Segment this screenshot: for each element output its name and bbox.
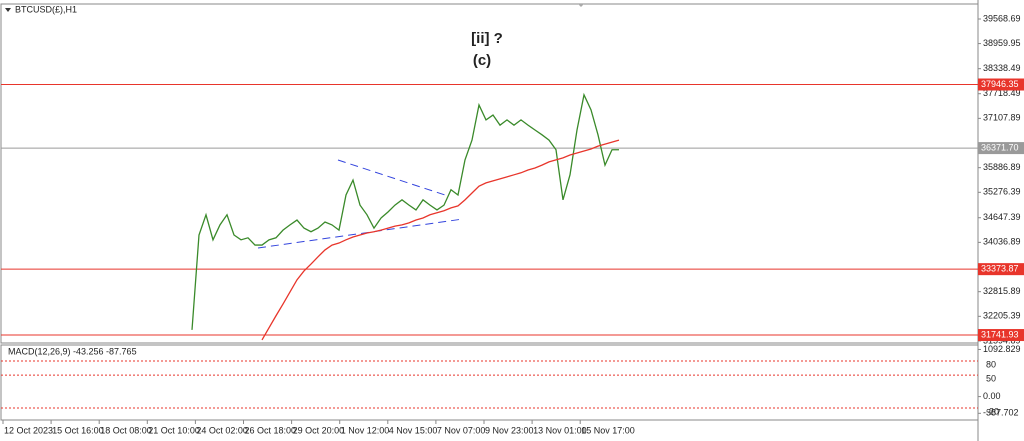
- y-tick-label: 38338.49: [983, 63, 1021, 73]
- y-tick-label: 37107.89: [983, 113, 1021, 123]
- macd-level-label: -20: [986, 406, 999, 416]
- y-tick-label: 35276.39: [983, 187, 1021, 197]
- level-label-box: [978, 142, 1024, 155]
- scroll-icon: [578, 4, 584, 7]
- level-label: 36371.70: [981, 142, 1019, 152]
- level-label: 31741.93: [981, 329, 1019, 339]
- y-tick-label: 38959.95: [983, 38, 1021, 48]
- y-tick-label: 34647.39: [983, 212, 1021, 222]
- x-tick-label: 24 Oct 02:00: [196, 425, 248, 435]
- level-label-box: [978, 78, 1024, 91]
- x-tick-label: 9 Nov 23:00: [485, 425, 534, 435]
- y-tick-label: 32205.39: [983, 311, 1021, 321]
- x-tick-label: 15 Oct 16:00: [52, 425, 104, 435]
- y-tick-label: 39568.69: [983, 13, 1021, 23]
- price-line: [191, 92, 619, 330]
- x-tick-label: 18 Oct 08:00: [100, 425, 152, 435]
- level-label: 33373.87: [981, 264, 1019, 274]
- x-tick-label: 4 Nov 15:00: [389, 425, 438, 435]
- macd-level-label: 80: [986, 359, 996, 369]
- macd-label: MACD(12,26,9) -43.256 -87.765: [8, 346, 137, 356]
- macd-tick-label: -387.702: [983, 408, 1019, 418]
- macd-tick-label: 0.00: [983, 391, 1001, 401]
- level-label-box: [978, 263, 1024, 276]
- trend-line: [337, 159, 446, 196]
- price-line: [261, 139, 620, 341]
- x-tick-label: 12 Oct 2023: [4, 425, 53, 435]
- x-tick-label: 1 Nov 12:00: [341, 425, 390, 435]
- annotation: [ii] ?: [471, 30, 503, 47]
- x-tick-label: 7 Nov 07:00: [437, 425, 486, 435]
- trend-line: [257, 218, 464, 249]
- chart-title: BTCUSD(£),H1: [15, 4, 77, 14]
- x-tick-label: 29 Oct 20:00: [293, 425, 345, 435]
- y-tick-label: 32815.89: [983, 286, 1021, 296]
- annotation: (c): [473, 52, 491, 69]
- macd-tick-label: 1092.829: [983, 344, 1021, 354]
- x-tick-label: 26 Oct 18:00: [245, 425, 297, 435]
- x-tick-label: 13 Nov 01:00: [533, 425, 587, 435]
- level-label: 37946.35: [981, 79, 1019, 89]
- level-label-box: [978, 329, 1024, 342]
- y-tick-label: 34036.89: [983, 237, 1021, 247]
- x-tick-label: 21 Oct 10:00: [148, 425, 200, 435]
- y-tick-label: 37718.49: [983, 88, 1021, 98]
- y-tick-label: 35886.89: [983, 162, 1021, 172]
- x-tick-label: 15 Nov 17:00: [581, 425, 635, 435]
- macd-level-label: 50: [986, 373, 996, 383]
- menu-icon: [5, 8, 11, 12]
